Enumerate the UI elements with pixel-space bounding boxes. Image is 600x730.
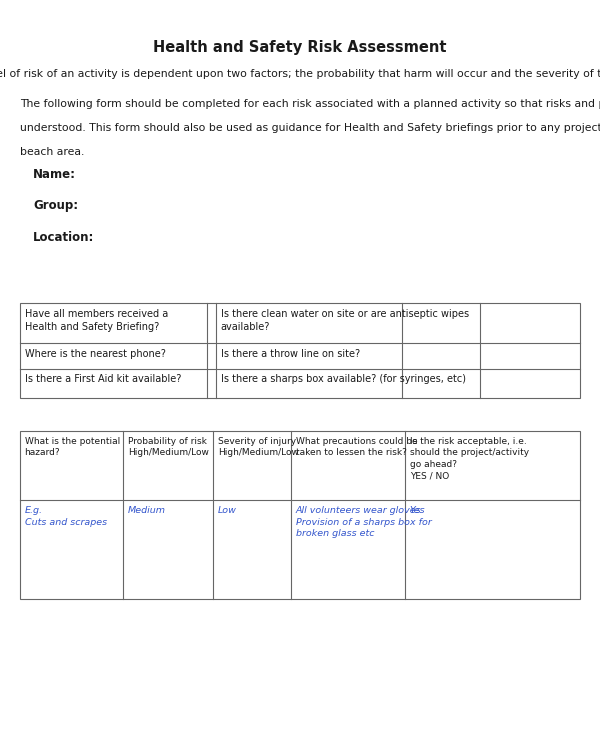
Text: understood. This form should also be used as guidance for Health and Safety brie: understood. This form should also be use…	[20, 123, 600, 133]
Text: beach area.: beach area.	[20, 147, 84, 157]
Text: Name:: Name:	[33, 168, 76, 181]
Text: Medium: Medium	[128, 506, 166, 515]
Text: The following form should be completed for each risk associated with a planned a: The following form should be completed f…	[20, 99, 600, 109]
Text: Severity of injury
High/Medium/Low: Severity of injury High/Medium/Low	[218, 437, 299, 457]
Text: Group:: Group:	[33, 199, 78, 212]
Text: Have all members received a
Health and Safety Briefing?: Have all members received a Health and S…	[25, 309, 168, 332]
Bar	[20, 303, 580, 398]
Text: Is there a First Aid kit available?: Is there a First Aid kit available?	[25, 374, 181, 385]
Text: Is the risk acceptable, i.e.
should the project/activity
go ahead?
YES / NO: Is the risk acceptable, i.e. should the …	[410, 437, 529, 481]
Bar	[20, 431, 580, 599]
Text: Health and Safety Risk Assessment: Health and Safety Risk Assessment	[153, 40, 447, 55]
Text: What precautions could be
taken to lessen the risk?: What precautions could be taken to lesse…	[296, 437, 418, 457]
Text: Probability of risk
High/Medium/Low: Probability of risk High/Medium/Low	[128, 437, 209, 457]
Text: Is there clean water on site or are antiseptic wipes
available?: Is there clean water on site or are anti…	[221, 309, 469, 332]
Text: All volunteers wear gloves
Provision of a sharps box for
broken glass etc: All volunteers wear gloves Provision of …	[296, 506, 431, 539]
Text: Location:: Location:	[33, 231, 94, 244]
Text: Is there a throw line on site?: Is there a throw line on site?	[221, 349, 360, 359]
Text: E.g.
Cuts and scrapes: E.g. Cuts and scrapes	[25, 506, 107, 526]
Text: Yes: Yes	[410, 506, 425, 515]
Text: Is there a sharps box available? (for syringes, etc): Is there a sharps box available? (for sy…	[221, 374, 466, 385]
Text: What is the potential
hazard?: What is the potential hazard?	[25, 437, 120, 457]
Text: Low: Low	[218, 506, 236, 515]
Text: The level of risk of an activity is dependent upon two factors; the probability : The level of risk of an activity is depe…	[0, 69, 600, 80]
Text: Where is the nearest phone?: Where is the nearest phone?	[25, 349, 166, 359]
